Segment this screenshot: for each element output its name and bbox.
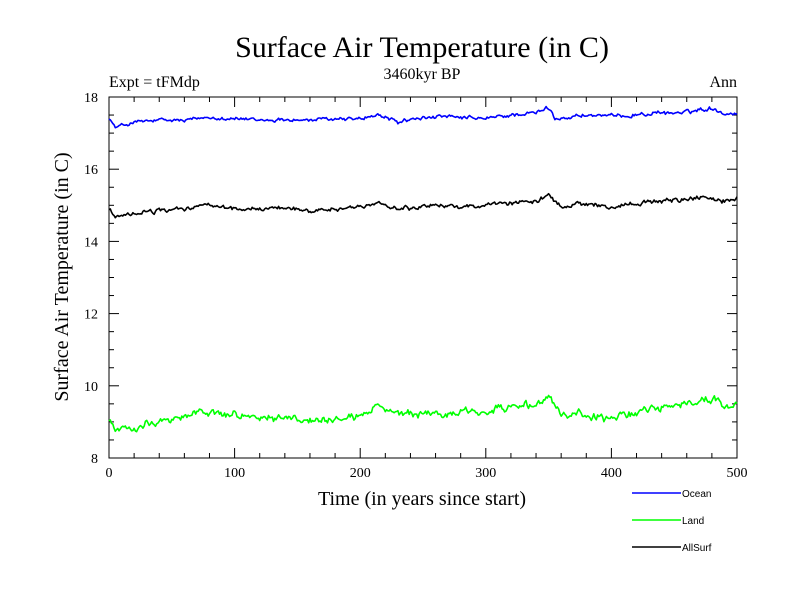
series-line-ocean [108,105,738,129]
y-tick-label: 8 [91,452,98,467]
x-tick-label: 100 [224,466,245,481]
y-tick-label: 14 [84,235,98,250]
y-axis-label: Surface Air Temperature (in C) [51,152,73,401]
season-label: Ann [709,74,737,91]
y-tick-label: 18 [84,91,98,106]
experiment-label: Expt = tFMdp [109,74,200,91]
y-axis: 8 10 12 14 16 18 [84,91,737,467]
series-lines [108,105,738,433]
chart-subtitle: 3460kyr BP [384,66,461,83]
legend: Ocean Land AllSurf [632,489,712,554]
legend-label-land: Land [682,516,704,527]
series-line-allsurf [108,192,738,219]
series-line-land [108,394,738,433]
legend-label-allsurf: AllSurf [682,543,712,554]
y-tick-label: 16 [84,163,98,178]
y-tick-label: 10 [84,380,98,395]
y-tick-label: 12 [84,308,98,323]
x-axis: 0 100 200 300 400 500 [106,97,748,481]
plot-frame [108,96,738,459]
x-tick-label: 200 [350,466,371,481]
x-tick-label: 300 [475,466,496,481]
x-tick-label: 400 [601,466,622,481]
chart-title: Surface Air Temperature (in C) [235,31,609,64]
x-axis-label: Time (in years since start) [318,488,526,510]
x-tick-label: 0 [106,466,113,481]
x-tick-label: 500 [727,466,748,481]
legend-label-ocean: Ocean [682,489,711,500]
